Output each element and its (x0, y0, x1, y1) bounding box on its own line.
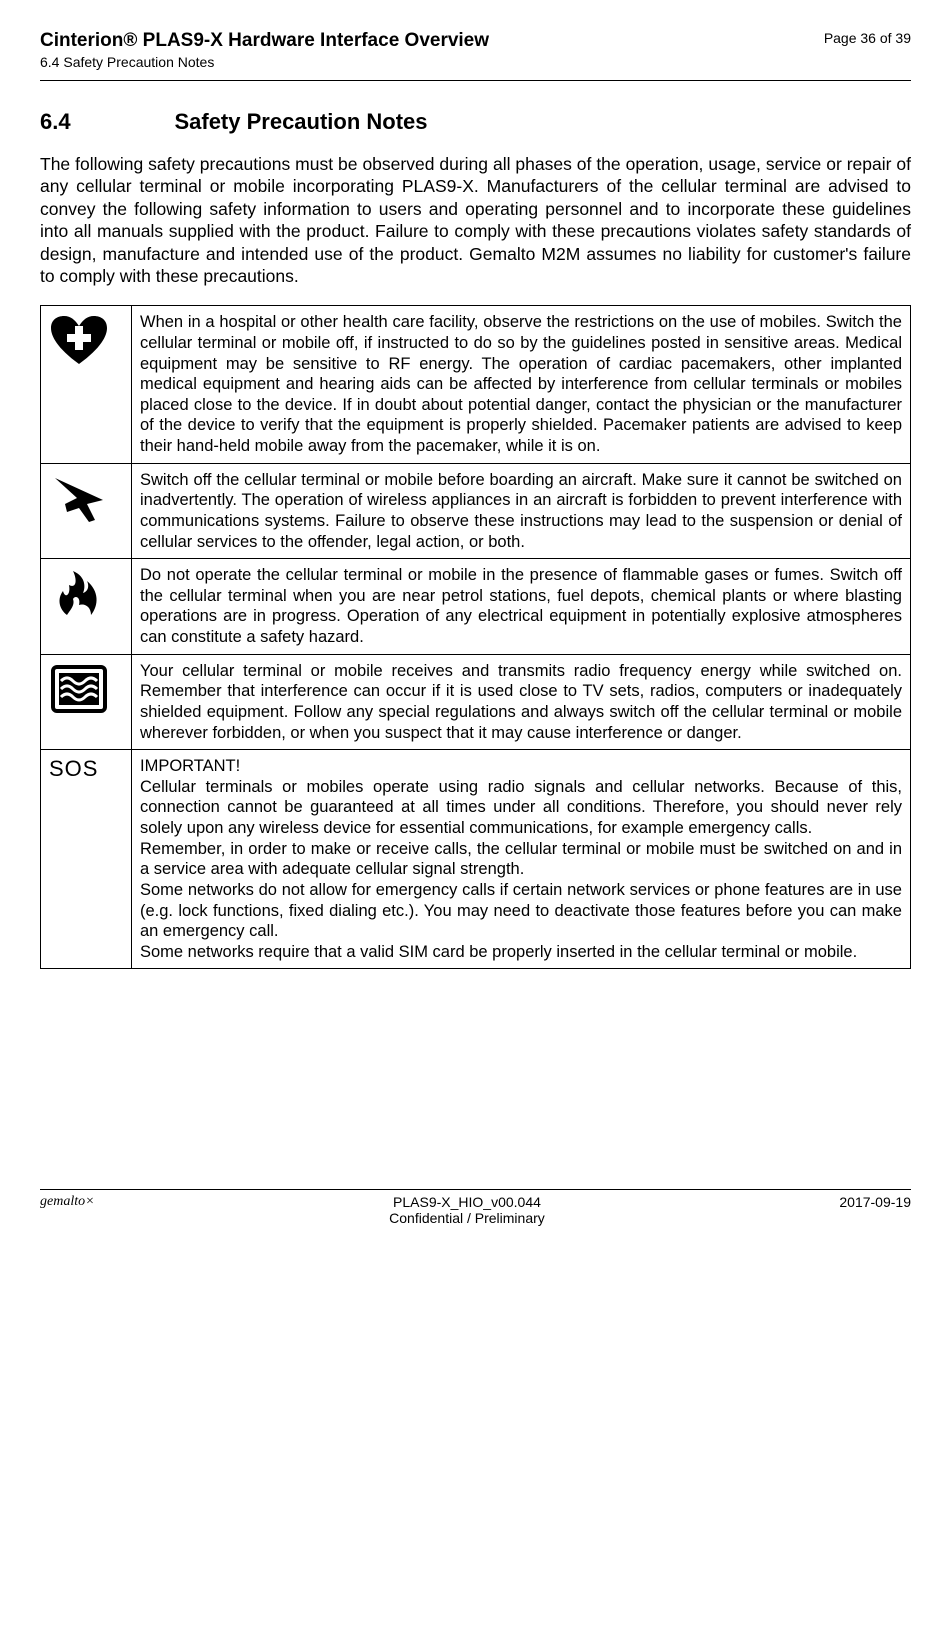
page-number: Page 36 of 39 (824, 30, 911, 46)
sos-icon: SOS (47, 756, 111, 812)
medical-cross-icon (47, 312, 111, 368)
footer-divider (40, 1189, 911, 1190)
section-number: 6.4 (40, 109, 170, 135)
doc-title: Cinterion® PLAS9-X Hardware Interface Ov… (40, 30, 489, 52)
footer-doc-id: PLAS9-X_HIO_v00.044 (95, 1194, 840, 1210)
section-title: Safety Precaution Notes (174, 109, 427, 135)
table-row: SOS IMPORTANT! Cellular terminals or mob… (41, 750, 911, 969)
safety-text: Do not operate the cellular terminal or … (132, 559, 911, 655)
table-row: Your cellular terminal or mobile receive… (41, 654, 911, 750)
table-row: When in a hospital or other health care … (41, 306, 911, 463)
footer-brand: gemalto× (40, 1194, 95, 1226)
safety-text: Your cellular terminal or mobile receive… (132, 654, 911, 750)
intro-paragraph: The following safety precautions must be… (40, 153, 911, 287)
interference-icon (47, 661, 111, 717)
table-row: Do not operate the cellular terminal or … (41, 559, 911, 655)
safety-text: IMPORTANT! Cellular terminals or mobiles… (132, 750, 911, 969)
safety-table: When in a hospital or other health care … (40, 305, 911, 969)
airplane-icon (47, 470, 111, 526)
safety-text: Switch off the cellular terminal or mobi… (132, 463, 911, 559)
table-row: Switch off the cellular terminal or mobi… (41, 463, 911, 559)
footer-confidential: Confidential / Preliminary (95, 1210, 840, 1226)
doc-subtitle: 6.4 Safety Precaution Notes (40, 54, 489, 70)
footer-date: 2017-09-19 (839, 1194, 911, 1226)
header-divider (40, 80, 911, 81)
flame-icon (47, 565, 111, 621)
safety-text: When in a hospital or other health care … (132, 306, 911, 463)
svg-text:SOS: SOS (49, 756, 98, 781)
